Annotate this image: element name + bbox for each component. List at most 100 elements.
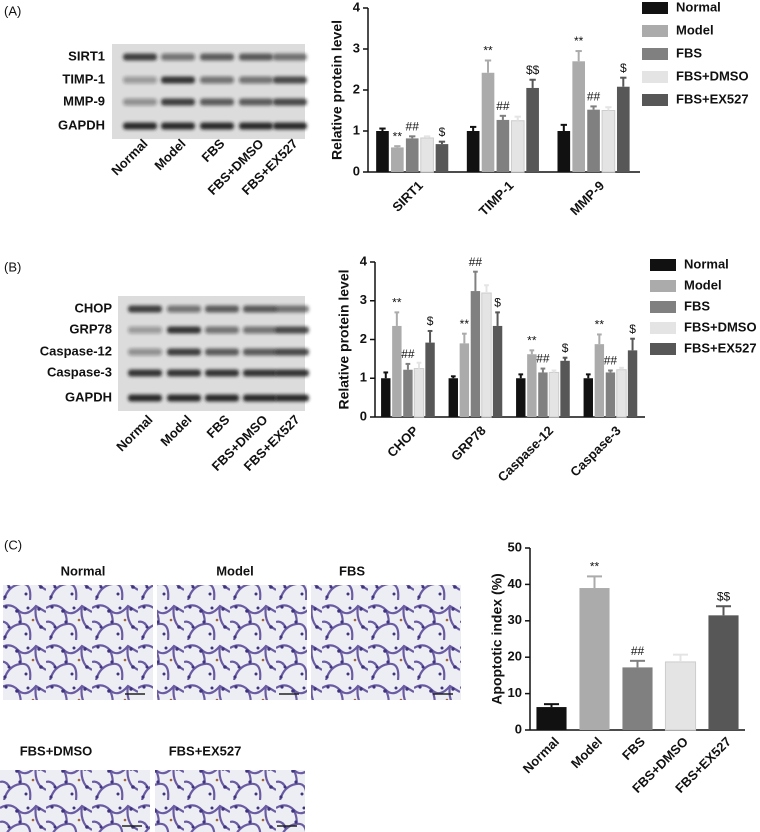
bar bbox=[435, 144, 449, 172]
bar bbox=[538, 372, 548, 417]
y-tick-label: 2 bbox=[360, 331, 367, 346]
legend-swatch bbox=[650, 301, 676, 313]
blot-band bbox=[205, 394, 239, 402]
blot-band bbox=[128, 326, 162, 334]
legend-label: FBS+EX527 bbox=[684, 340, 757, 355]
significance-label: $$ bbox=[717, 589, 731, 603]
blot-lane-label: FBS bbox=[199, 136, 228, 165]
blot-band bbox=[275, 369, 309, 377]
blot-band bbox=[275, 394, 309, 402]
micrograph-title: Normal bbox=[61, 563, 106, 578]
blot-band bbox=[273, 122, 307, 130]
x-tick-label: SIRT1 bbox=[389, 178, 426, 215]
blot-band bbox=[161, 53, 195, 61]
significance-label: ## bbox=[604, 354, 618, 368]
bar bbox=[601, 110, 616, 173]
bar bbox=[587, 109, 600, 172]
blot-band bbox=[243, 369, 277, 377]
significance-label: ## bbox=[587, 90, 601, 104]
blot-band bbox=[123, 76, 157, 84]
micrograph bbox=[311, 585, 461, 700]
legend-label: Model bbox=[676, 22, 714, 37]
bar bbox=[403, 369, 413, 417]
blot-band bbox=[161, 98, 195, 106]
bar bbox=[583, 378, 593, 417]
significance-label: $ bbox=[629, 322, 636, 336]
bar bbox=[405, 138, 419, 172]
bar bbox=[616, 369, 627, 418]
blot-lane-label: FBS bbox=[204, 412, 233, 441]
micrograph-title: FBS+DMSO bbox=[20, 743, 93, 758]
bar bbox=[622, 667, 653, 730]
bar bbox=[557, 131, 571, 172]
y-tick-label: 40 bbox=[508, 576, 522, 591]
blot-lane-label: Model bbox=[157, 412, 194, 449]
x-tick-label: Caspase-12 bbox=[495, 423, 557, 485]
bar bbox=[391, 147, 404, 172]
bar bbox=[548, 371, 560, 418]
bar bbox=[381, 378, 391, 417]
legend-swatch bbox=[650, 343, 676, 355]
x-tick-label: Model bbox=[568, 734, 605, 771]
blot-band bbox=[205, 326, 239, 334]
significance-label: ** bbox=[460, 317, 470, 331]
y-tick-label: 0 bbox=[360, 408, 367, 423]
y-tick-label: 50 bbox=[508, 539, 522, 554]
legend-label: FBS bbox=[676, 45, 702, 60]
blot-band bbox=[205, 305, 239, 313]
bar bbox=[594, 344, 605, 417]
significance-label: $ bbox=[439, 125, 446, 139]
blot-band bbox=[275, 326, 309, 334]
significance-label: $ bbox=[494, 296, 501, 310]
legend-swatch bbox=[642, 71, 668, 83]
y-tick-label: 1 bbox=[353, 122, 360, 137]
blot-band bbox=[275, 305, 309, 313]
bar bbox=[459, 343, 470, 417]
bar bbox=[516, 378, 526, 417]
blot-band bbox=[128, 369, 162, 377]
blot-band bbox=[243, 394, 277, 402]
bar bbox=[413, 368, 425, 418]
blot-band bbox=[128, 305, 162, 313]
panel-label: (A) bbox=[4, 3, 21, 18]
blot-band bbox=[167, 305, 201, 313]
blot-band bbox=[239, 122, 273, 130]
y-axis-label: Relative protein level bbox=[336, 269, 352, 409]
blot-band bbox=[243, 326, 277, 334]
y-tick-label: 4 bbox=[353, 0, 361, 14]
legend-label: FBS+DMSO bbox=[676, 68, 749, 83]
blot-band bbox=[200, 122, 234, 130]
significance-label: $ bbox=[620, 61, 627, 75]
significance-label: $ bbox=[562, 341, 569, 355]
panel-label: (B) bbox=[4, 259, 21, 274]
bar bbox=[527, 354, 537, 417]
blot-row-label: CHOP bbox=[74, 300, 112, 315]
panel-label: (C) bbox=[4, 537, 22, 552]
significance-label: ## bbox=[406, 120, 420, 134]
blot-band bbox=[167, 394, 201, 402]
bar bbox=[664, 661, 697, 731]
micrograph-title: FBS bbox=[339, 563, 365, 578]
bar bbox=[708, 615, 739, 730]
x-tick-label: TIMP-1 bbox=[476, 178, 517, 219]
x-tick-label: Normal bbox=[520, 734, 562, 776]
blot-band bbox=[200, 76, 234, 84]
y-tick-label: 3 bbox=[353, 40, 360, 55]
significance-label: ** bbox=[527, 334, 537, 348]
y-tick-label: 4 bbox=[360, 253, 368, 268]
legend-swatch bbox=[650, 280, 676, 292]
blot-band bbox=[200, 53, 234, 61]
significance-label: ** bbox=[574, 34, 584, 48]
bar bbox=[605, 372, 616, 417]
significance-label: ## bbox=[496, 99, 510, 113]
blot-band bbox=[275, 348, 309, 356]
blot-band bbox=[123, 53, 157, 61]
bar bbox=[560, 360, 570, 417]
bar bbox=[510, 120, 525, 173]
blot-lane-label: Model bbox=[151, 136, 188, 173]
blot-band bbox=[239, 98, 273, 106]
bar bbox=[425, 342, 435, 417]
bar bbox=[579, 588, 610, 730]
legend-swatch bbox=[642, 48, 668, 60]
significance-label: ## bbox=[469, 255, 483, 269]
